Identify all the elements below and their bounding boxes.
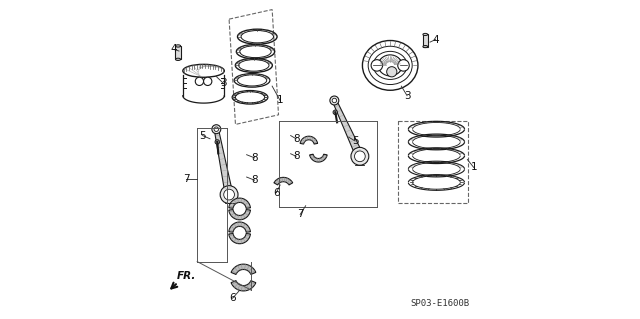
Circle shape (397, 60, 409, 71)
Text: 3: 3 (404, 91, 410, 101)
Text: 1: 1 (470, 162, 477, 173)
Circle shape (204, 77, 212, 85)
Text: 8: 8 (292, 134, 300, 144)
Text: 5: 5 (199, 130, 206, 141)
Ellipse shape (423, 46, 428, 48)
Ellipse shape (175, 58, 180, 61)
Circle shape (371, 60, 383, 71)
Bar (175, 46, 180, 59)
Text: 7: 7 (297, 209, 303, 219)
Text: 8: 8 (252, 153, 258, 163)
Ellipse shape (175, 45, 180, 47)
Circle shape (330, 96, 339, 105)
Text: SP03-E1600B: SP03-E1600B (411, 299, 470, 308)
Circle shape (333, 110, 337, 115)
Text: 3: 3 (220, 78, 227, 88)
Text: 8: 8 (292, 151, 300, 161)
Text: 4: 4 (171, 44, 177, 55)
Text: FR.: FR. (177, 271, 196, 281)
Circle shape (212, 125, 221, 134)
Polygon shape (231, 264, 256, 274)
Text: 5: 5 (352, 136, 358, 146)
Polygon shape (214, 129, 233, 195)
Bar (423, 34, 428, 47)
Text: 6: 6 (229, 293, 236, 303)
Text: 8: 8 (252, 175, 258, 185)
Polygon shape (332, 100, 364, 158)
Circle shape (387, 67, 397, 77)
Circle shape (214, 127, 218, 131)
Polygon shape (231, 281, 256, 291)
Circle shape (224, 189, 234, 200)
Circle shape (332, 98, 337, 103)
Text: 1: 1 (277, 95, 284, 106)
Polygon shape (310, 154, 327, 162)
Polygon shape (229, 210, 250, 220)
Ellipse shape (378, 55, 402, 76)
Ellipse shape (423, 33, 428, 35)
Circle shape (220, 186, 238, 204)
Polygon shape (229, 222, 250, 232)
Polygon shape (274, 177, 292, 185)
Polygon shape (229, 198, 250, 208)
Circle shape (215, 140, 220, 144)
Text: 6: 6 (273, 188, 280, 198)
Polygon shape (229, 234, 250, 244)
Text: 4: 4 (432, 34, 439, 45)
Text: 7: 7 (182, 174, 189, 184)
Circle shape (355, 151, 365, 162)
Polygon shape (300, 136, 317, 144)
Circle shape (351, 147, 369, 165)
Circle shape (195, 77, 204, 85)
